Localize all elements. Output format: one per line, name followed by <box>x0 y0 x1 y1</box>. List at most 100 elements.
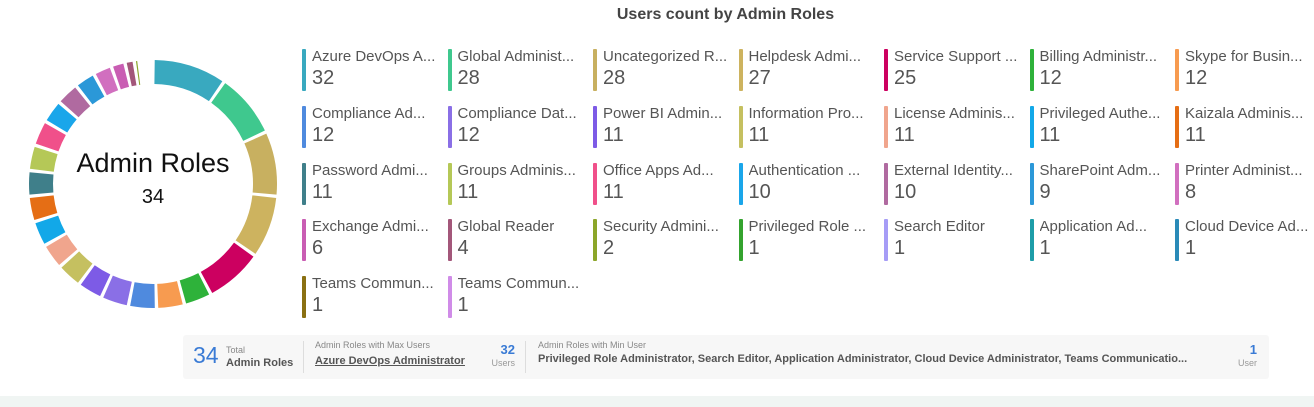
legend-label: Printer Administ... <box>1185 161 1303 179</box>
legend-value: 25 <box>894 67 917 89</box>
legend-value: 12 <box>312 123 335 146</box>
donut-slice[interactable] <box>77 75 105 105</box>
legend-item[interactable]: Compliance Ad... 12 <box>302 104 440 150</box>
donut-slice[interactable] <box>29 146 58 172</box>
legend-value: 1 <box>1185 237 1197 260</box>
legend-item[interactable]: Global Administ... 28 <box>447 47 586 93</box>
legend-item[interactable]: Billing Administr... 12 <box>1029 47 1168 93</box>
legend-color-bar <box>302 105 306 148</box>
legend-label: SharePoint Adm... <box>1039 161 1161 179</box>
donut-chart[interactable] <box>25 56 281 312</box>
legend-label: Cloud Device Ad... <box>1185 218 1309 236</box>
legend-item[interactable]: Compliance Dat... 12 <box>447 104 586 150</box>
legend-item[interactable]: Uncategorized R... 28 <box>593 47 731 93</box>
legend-color-bar <box>302 49 306 91</box>
legend-label: License Adminis... <box>894 104 1015 122</box>
donut-slice[interactable] <box>46 234 78 266</box>
legend-label: Exchange Admi... <box>312 218 429 236</box>
donut-slice[interactable] <box>29 172 54 195</box>
donut-slice[interactable] <box>235 195 277 254</box>
legend-item[interactable]: Search Editor 1 <box>884 217 1022 263</box>
legend-value: 4 <box>457 237 469 260</box>
legend-color-bar <box>593 105 597 148</box>
max-users-role-link[interactable]: Azure DevOps Administrator <box>315 355 465 367</box>
donut-slice[interactable] <box>35 123 66 152</box>
legend-value: 10 <box>748 180 771 203</box>
donut-slice[interactable] <box>179 273 210 304</box>
legend-color-bar <box>1029 162 1034 205</box>
legend-value: 28 <box>457 67 480 89</box>
donut-slice[interactable] <box>244 133 277 195</box>
legend-item[interactable]: Printer Administ... 8 <box>1175 161 1313 207</box>
legend-item[interactable]: Exchange Admi... 6 <box>302 217 440 263</box>
donut-slice[interactable] <box>154 60 223 102</box>
donut-slice[interactable] <box>29 195 58 220</box>
legend-label: Authentication ... <box>748 161 861 179</box>
legend-item[interactable]: Teams Commun... 1 <box>447 274 586 320</box>
legend-item[interactable]: Power BI Admin... 11 <box>593 104 731 150</box>
donut-slice[interactable] <box>103 275 132 306</box>
legend-item[interactable]: Service Support ... 25 <box>884 47 1022 93</box>
donut-slice[interactable] <box>126 61 137 87</box>
legend-item[interactable]: Global Reader 4 <box>447 217 586 263</box>
legend-value: 11 <box>1185 123 1206 146</box>
legend-value: 11 <box>312 180 333 203</box>
max-users-label: Admin Roles with Max Users <box>315 340 431 350</box>
legend-value: 6 <box>312 237 324 260</box>
legend-value: 11 <box>748 123 770 146</box>
legend-item[interactable]: Groups Adminis... 11 <box>447 161 586 207</box>
legend-item[interactable]: Password Admi... 11 <box>302 161 440 207</box>
legend-color-bar <box>302 219 306 262</box>
legend-label: Password Admi... <box>312 161 428 179</box>
donut-slice[interactable] <box>35 215 66 244</box>
donut-slice[interactable] <box>46 103 77 133</box>
legend-label: Power BI Admin... <box>603 104 723 122</box>
donut-slice[interactable] <box>157 281 183 308</box>
donut-slice[interactable] <box>211 83 265 141</box>
legend-item[interactable]: Authentication ... 10 <box>738 161 877 207</box>
legend-item[interactable]: Skype for Busin... 12 <box>1175 47 1313 93</box>
legend-value: 12 <box>457 123 480 146</box>
legend-label: Search Editor <box>894 218 985 236</box>
donut-slice[interactable] <box>80 265 111 297</box>
legend-item[interactable]: Privileged Authe... 11 <box>1029 104 1168 150</box>
donut-slice[interactable] <box>60 87 91 118</box>
legend-item[interactable]: Helpdesk Admi... 27 <box>738 47 877 93</box>
legend-color-bar <box>738 162 743 205</box>
legend-item[interactable]: SharePoint Adm... 9 <box>1029 161 1168 207</box>
legend-color-bar <box>593 219 597 262</box>
legend-item[interactable]: Office Apps Ad... 11 <box>593 161 731 207</box>
legend-item[interactable]: Security Admini... 2 <box>593 217 731 263</box>
legend-item[interactable]: Information Pro... 11 <box>738 104 877 150</box>
legend-color-bar <box>447 162 452 205</box>
max-users-count: 32 <box>500 342 515 357</box>
donut-slice[interactable] <box>95 67 119 96</box>
legend-color-bar <box>447 276 452 319</box>
legend-color-bar <box>1175 162 1179 205</box>
legend-value: 32 <box>312 67 335 89</box>
donut-slice[interactable] <box>135 61 141 85</box>
legend-label: Azure DevOps A... <box>312 48 436 65</box>
legend-item[interactable]: Teams Commun... 1 <box>302 274 440 320</box>
legend-label: Service Support ... <box>894 48 1018 65</box>
legend-value: 28 <box>603 67 626 89</box>
legend-item[interactable]: License Adminis... 11 <box>884 104 1022 150</box>
legend-label: Skype for Busin... <box>1185 48 1303 65</box>
legend-item[interactable]: Kaizala Adminis... 11 <box>1175 104 1313 150</box>
min-users-roles: Privileged Role Administrator, Search Ed… <box>538 353 1188 365</box>
donut-slice[interactable] <box>200 242 254 293</box>
legend-color-bar <box>884 49 888 91</box>
legend-label: Global Administ... <box>457 48 575 65</box>
legend-item[interactable]: Application Ad... 1 <box>1029 217 1168 263</box>
legend-color-bar <box>884 105 888 148</box>
legend-item[interactable]: Privileged Role ... 1 <box>738 217 877 263</box>
donut-slice[interactable] <box>130 282 155 308</box>
donut-slice[interactable] <box>61 251 93 283</box>
min-users-count: 1 <box>1249 342 1257 357</box>
legend-item[interactable]: Cloud Device Ad... 1 <box>1175 217 1313 263</box>
legend-label: Security Admini... <box>603 218 719 236</box>
legend-item[interactable]: Azure DevOps A... 32 <box>302 47 440 93</box>
legend-item[interactable]: External Identity... 10 <box>884 161 1022 207</box>
donut-slice[interactable] <box>113 63 130 90</box>
min-users-unit: User <box>1237 358 1257 368</box>
